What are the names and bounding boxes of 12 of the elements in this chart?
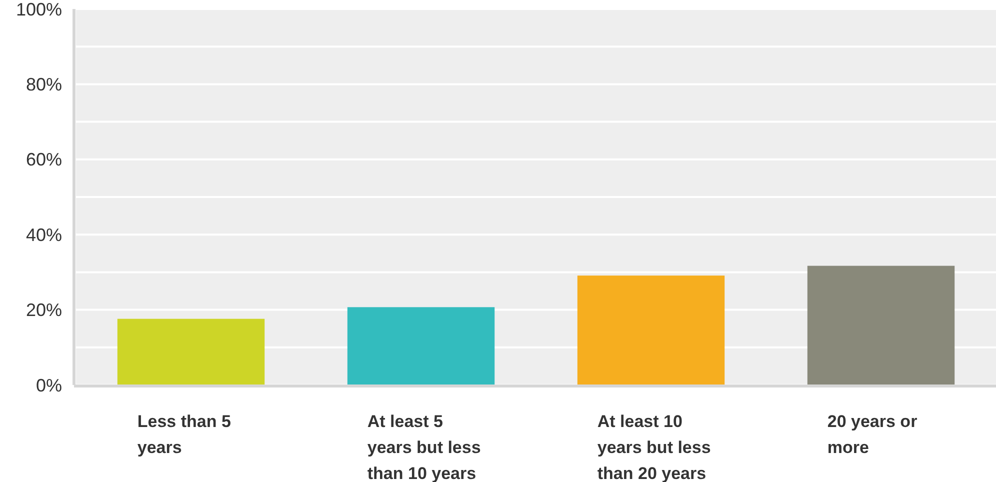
y-tick-label: 60%	[26, 150, 62, 170]
x-tick-label: Less than 5 years	[137, 412, 231, 457]
y-tick-label: 0%	[36, 375, 62, 396]
x-tick-label: 20 years or more	[827, 412, 918, 457]
bar	[577, 276, 725, 385]
y-tick-label: 40%	[26, 224, 62, 245]
bar	[807, 266, 955, 385]
bar	[117, 318, 265, 385]
y-tick-label: 100%	[16, 0, 62, 20]
bar	[347, 307, 495, 385]
y-tick-label: 80%	[26, 74, 62, 94]
y-tick-label: 20%	[26, 300, 62, 320]
